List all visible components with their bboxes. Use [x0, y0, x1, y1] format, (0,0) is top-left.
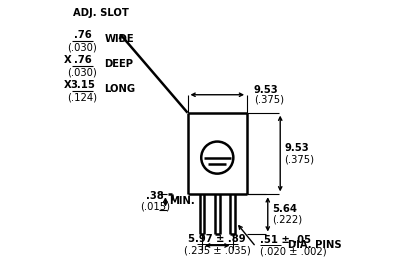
Text: (.235 ± .035): (.235 ± .035) [184, 245, 251, 255]
Text: X: X [63, 55, 71, 65]
Text: LONG: LONG [104, 84, 136, 94]
Text: (.015): (.015) [140, 202, 170, 212]
Text: (.020 ± .002): (.020 ± .002) [260, 246, 327, 256]
Text: 3.15: 3.15 [70, 80, 95, 90]
Text: 5.64: 5.64 [272, 204, 297, 214]
Text: ADJ. SLOT: ADJ. SLOT [73, 8, 129, 18]
Text: (.030): (.030) [68, 43, 97, 53]
Text: DIA. PINS: DIA. PINS [288, 240, 342, 250]
Text: 9.53: 9.53 [254, 85, 278, 95]
Text: (.222): (.222) [272, 215, 302, 225]
Text: WIDE: WIDE [104, 34, 134, 44]
Text: .38: .38 [146, 191, 164, 201]
Text: (.030): (.030) [68, 67, 97, 77]
Text: 5.97 ± .89: 5.97 ± .89 [188, 234, 246, 244]
Text: .51 ± .05: .51 ± .05 [260, 235, 311, 245]
Text: MIN.: MIN. [170, 196, 195, 206]
Text: DEEP: DEEP [104, 59, 134, 69]
Text: (.124): (.124) [68, 92, 98, 102]
Text: (.375): (.375) [284, 155, 314, 165]
Text: .76: .76 [74, 30, 91, 40]
Text: X: X [63, 80, 71, 90]
Text: 9.53: 9.53 [284, 143, 309, 153]
Text: (.375): (.375) [254, 95, 284, 105]
Text: .76: .76 [74, 55, 91, 65]
